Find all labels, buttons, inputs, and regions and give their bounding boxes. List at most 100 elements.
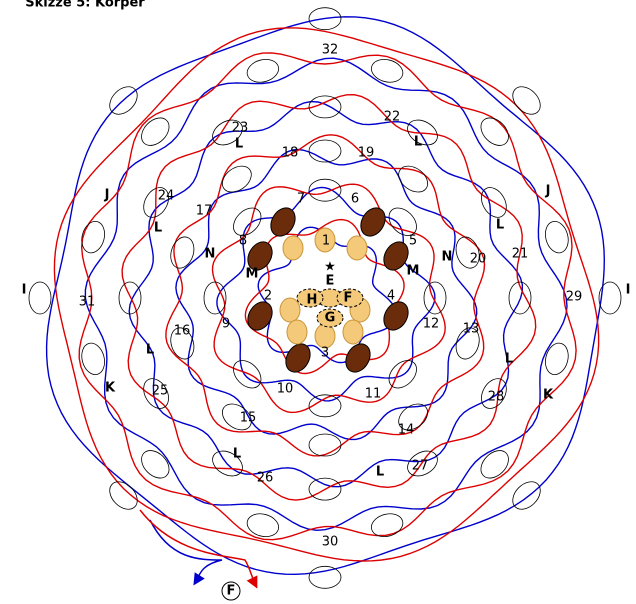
number-label: 27 bbox=[412, 459, 429, 474]
letter-label: K bbox=[543, 388, 554, 403]
number-label: 30 bbox=[322, 535, 339, 550]
brown-point bbox=[270, 207, 296, 237]
tan-point bbox=[346, 235, 368, 261]
dashed-point bbox=[316, 308, 344, 328]
crossing bbox=[221, 165, 252, 193]
crossing bbox=[81, 221, 105, 254]
letter-label: M bbox=[246, 267, 259, 282]
crossing bbox=[170, 327, 195, 360]
crossing bbox=[308, 433, 342, 457]
brown-point bbox=[360, 207, 386, 237]
exit-arrow-blue bbox=[149, 519, 223, 586]
number-label: 23 bbox=[232, 121, 249, 136]
crossing bbox=[246, 513, 279, 537]
crossing bbox=[233, 207, 262, 236]
number-label: 8 bbox=[239, 234, 247, 249]
number-label: 5 bbox=[409, 234, 417, 249]
number-label: 24 bbox=[158, 189, 175, 204]
brown-point bbox=[285, 343, 311, 373]
crossing bbox=[508, 281, 532, 315]
number-label: 10 bbox=[277, 382, 294, 397]
letter-label: K bbox=[105, 381, 116, 396]
ring bbox=[128, 100, 523, 488]
crossing bbox=[308, 139, 342, 163]
crossing bbox=[28, 281, 52, 315]
brown-point bbox=[247, 301, 273, 331]
letter-label: L bbox=[235, 137, 243, 152]
crossing bbox=[598, 281, 622, 315]
tan-point bbox=[279, 297, 301, 323]
ring bbox=[121, 93, 537, 501]
number-label: 18 bbox=[282, 146, 299, 161]
ring bbox=[211, 183, 446, 414]
number-label: 26 bbox=[257, 471, 274, 486]
number-label: 7 bbox=[297, 192, 305, 207]
number-label: 21 bbox=[512, 247, 529, 262]
number-label: 22 bbox=[384, 110, 401, 125]
crossing bbox=[109, 481, 138, 510]
letter-label: I bbox=[22, 283, 27, 298]
ring bbox=[84, 57, 568, 532]
letter-label: N bbox=[205, 247, 216, 262]
center-label: H bbox=[307, 293, 318, 308]
brown-point bbox=[383, 301, 409, 331]
title: Skizze 5: Körper bbox=[25, 0, 145, 11]
ring bbox=[53, 27, 600, 562]
letter-label: L bbox=[414, 135, 422, 150]
ring bbox=[78, 52, 577, 541]
letter-label: I bbox=[626, 283, 631, 298]
number-label: 29 bbox=[566, 290, 583, 305]
number-label: 19 bbox=[358, 146, 375, 161]
crossing bbox=[481, 187, 507, 218]
crossing bbox=[512, 481, 541, 510]
crossing bbox=[221, 403, 252, 431]
number-label: 28 bbox=[488, 390, 505, 405]
crossing bbox=[455, 327, 480, 360]
crossing bbox=[308, 95, 342, 119]
exit-arrow-red bbox=[139, 509, 258, 589]
crossing bbox=[118, 281, 142, 315]
number-label: 31 bbox=[79, 295, 96, 310]
crossing bbox=[308, 477, 342, 501]
number-label: 1 bbox=[322, 234, 330, 249]
dashed-point bbox=[336, 288, 364, 308]
crossing bbox=[423, 281, 447, 315]
letter-label: L bbox=[496, 218, 504, 233]
ring bbox=[175, 148, 478, 441]
number-label: 15 bbox=[240, 411, 257, 426]
number-label: 16 bbox=[174, 324, 191, 339]
number-label: 14 bbox=[398, 423, 415, 438]
tan-point bbox=[314, 323, 336, 349]
number-label: 9 bbox=[222, 317, 230, 332]
brown-point bbox=[345, 343, 371, 373]
number-label: 20 bbox=[470, 252, 487, 267]
letter-label: L bbox=[154, 221, 162, 236]
tan-point bbox=[314, 227, 336, 253]
letter-label: L bbox=[376, 465, 384, 480]
tan-point bbox=[286, 319, 308, 345]
star-marker: ★ bbox=[324, 260, 336, 275]
crossing bbox=[246, 59, 279, 83]
number-label: 3 bbox=[321, 346, 329, 361]
crossing bbox=[388, 360, 417, 389]
crossing bbox=[398, 403, 429, 431]
crossing bbox=[212, 450, 243, 477]
crossing bbox=[203, 281, 227, 315]
crossing bbox=[407, 450, 438, 477]
number-label: 4 bbox=[387, 289, 395, 304]
number-label: 25 bbox=[152, 384, 169, 399]
crossing bbox=[512, 86, 541, 115]
center-label: G bbox=[325, 311, 336, 326]
number-label: 13 bbox=[463, 322, 480, 337]
crossing bbox=[545, 342, 569, 375]
crossing bbox=[141, 117, 170, 146]
number-label: 11 bbox=[365, 387, 382, 402]
letter-label: L bbox=[233, 447, 241, 462]
crossing bbox=[308, 178, 342, 202]
center-label: F bbox=[344, 291, 353, 306]
crossing bbox=[480, 450, 509, 479]
crossing bbox=[398, 165, 429, 193]
letter-label: J bbox=[545, 184, 551, 199]
crossing bbox=[480, 117, 509, 146]
crossing bbox=[81, 342, 105, 375]
